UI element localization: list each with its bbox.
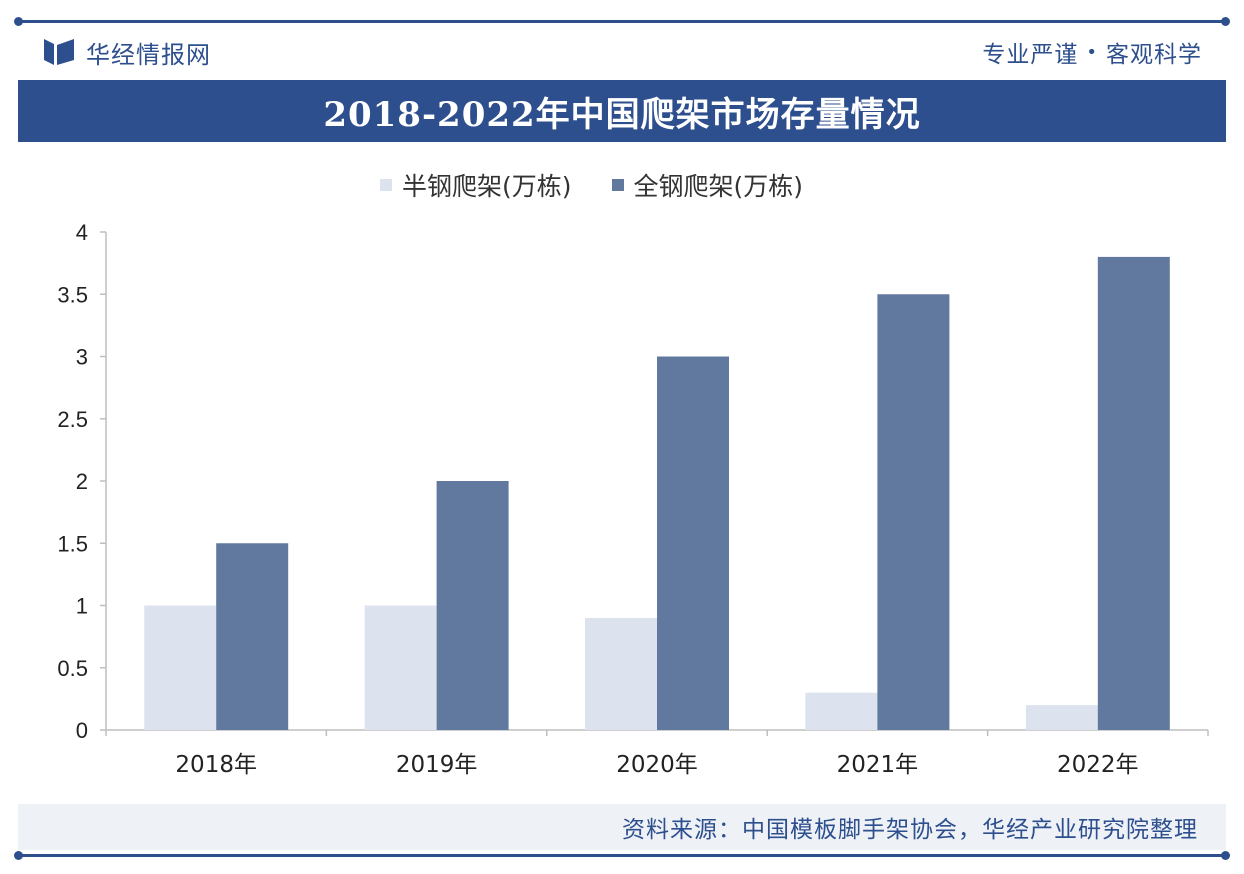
legend-swatch-series-2 (611, 179, 624, 191)
bar-series-2-5 (1097, 256, 1170, 730)
bar-series-1-5 (1025, 705, 1098, 730)
source-bar: 资料来源：中国模板脚手架协会，华经产业研究院整理 (18, 804, 1226, 850)
bar-series-2-2 (436, 481, 509, 730)
source-text: 资料来源：中国模板脚手架协会，华经产业研究院整理 (622, 817, 1198, 843)
legend-swatch-series-1 (380, 179, 392, 191)
bar-series-1-2 (364, 605, 437, 730)
legend-label-series-1: 半钢爬架(万栋) (402, 172, 572, 201)
x-tick-label: 2018年 (175, 752, 257, 778)
bar-series-2-4 (877, 294, 950, 730)
brand-logo-icon (44, 39, 74, 65)
title-bar: 2018-2022年中国爬架市场存量情况 (18, 80, 1226, 142)
y-tick-label: 2 (76, 469, 88, 494)
slogan: 专业严谨 • 客观科学 (982, 34, 1202, 70)
bottom-frame-line (14, 851, 1230, 860)
brand: 华经情报网 (44, 34, 211, 70)
y-tick-label: 3 (76, 345, 88, 370)
x-tick-label: 2020年 (616, 752, 698, 778)
y-tick-label: 1 (76, 594, 88, 619)
bar-series-2-1 (216, 543, 289, 730)
chart-legend: 半钢爬架(万栋) 全钢爬架(万栋) (380, 168, 843, 202)
legend-item-series-2: 全钢爬架(万栋) (611, 167, 804, 203)
bar-series-2-3 (657, 356, 729, 730)
y-tick-label: 4 (76, 220, 88, 245)
slogan-dot: • (1086, 41, 1098, 63)
brand-name: 华经情报网 (86, 40, 211, 69)
x-tick-label: 2021年 (837, 752, 919, 778)
y-tick-label: 1.5 (57, 531, 88, 556)
slogan-left: 专业严谨 (982, 42, 1079, 68)
slogan-right: 客观科学 (1106, 42, 1202, 68)
legend-label-series-2: 全钢爬架(万栋) (633, 172, 804, 201)
y-tick-label: 2.5 (57, 407, 88, 432)
y-tick-label: 0 (76, 718, 88, 743)
bar-series-1-4 (805, 692, 878, 730)
y-tick-label: 0.5 (57, 656, 88, 681)
top-frame-line (14, 17, 1230, 26)
x-tick-label: 2022年 (1057, 752, 1139, 778)
y-tick-label: 3.5 (57, 282, 88, 307)
x-tick-label: 2019年 (396, 752, 478, 778)
chart-title: 2018-2022年中国爬架市场存量情况 (323, 94, 921, 135)
bar-series-1-1 (144, 605, 217, 730)
legend-item-series-1: 半钢爬架(万栋) (380, 167, 572, 203)
bar-series-1-3 (585, 617, 657, 730)
